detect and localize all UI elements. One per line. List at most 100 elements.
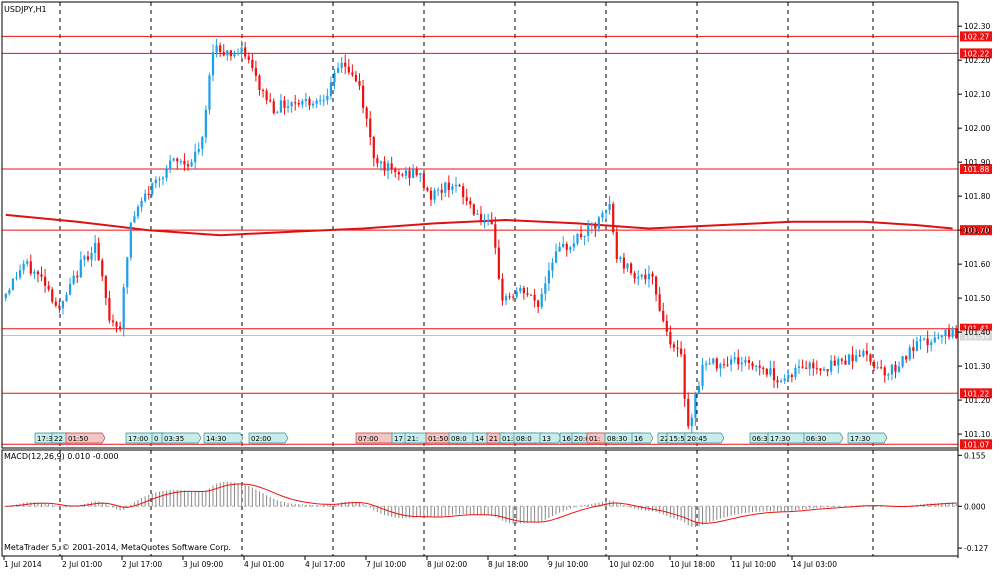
candle-body [540,293,543,307]
candle-body [258,75,261,91]
candle-body [122,287,125,329]
candle-body [333,72,336,83]
candle-body [855,355,858,362]
macd-tick-label: 0.000 [964,502,986,511]
candle-body [483,221,486,223]
candle-body [222,52,225,56]
candle-body [690,417,693,427]
candle-body [822,369,826,371]
candle-body [247,56,250,60]
candle-body [772,368,776,381]
candle-body [497,247,500,279]
candle-body [629,263,633,273]
candle-body [858,355,861,357]
candle-body [304,98,308,101]
candle-body [712,358,715,364]
candle-body [437,189,440,191]
candle-body [440,189,443,193]
candle-body [144,193,147,201]
candle-body [386,163,390,171]
candle-body [36,271,40,275]
event-marker-label: 14 [475,435,484,443]
event-marker-label: 16 [562,435,571,443]
candle-body [43,276,47,286]
macd-tick-label: -0.127 [964,544,988,553]
candle-body [322,100,325,102]
candle-body [922,338,926,340]
candle-body [422,173,425,188]
candle-body [626,263,629,269]
price-level-tag [960,225,992,236]
candle-body [126,257,129,288]
candle-body [219,45,222,53]
candle-body [276,112,279,114]
candle-body [68,283,72,295]
candle-body [894,364,897,372]
candle-body [740,362,743,365]
copyright-text: MetaTrader 5, © 2001-2014, MetaQuotes So… [4,543,231,552]
event-marker [65,432,106,444]
price-level-label: 102.22 [963,49,989,58]
candle-body [244,47,247,57]
candle-body [694,394,697,418]
event-marker-label: 20:45 [687,435,707,443]
candle-body [344,62,347,67]
price-tick-label: 101.60 [964,260,990,269]
candle-body [787,375,790,379]
candle-body [558,246,561,252]
event-marker-label: 17:00 [128,435,148,443]
axes: 102.30 102.20 102.10 102.00 101.90 101.80 101.… [1,1,990,569]
candle-body [826,369,829,372]
candle-body [129,222,132,258]
candle-body [951,328,954,337]
candle-body [215,45,218,53]
candle-body [361,85,365,108]
candle-body [937,337,940,339]
candle-body [233,54,236,57]
price-level-tag [960,48,992,59]
candle-body [176,158,179,162]
candle-body [955,328,958,339]
candle-body [683,354,686,399]
candle-body [204,109,207,138]
candle-body [147,193,150,195]
candle-body [108,298,111,321]
time-axis-label: 1 Jul 2014 [4,560,42,569]
candle-body [72,275,75,284]
candle-body [8,290,11,294]
price-tick-label: 102.10 [964,90,990,99]
event-marker [684,432,725,444]
candle-body [944,329,947,337]
event-marker-label: 22 [54,435,63,443]
candle-body [294,102,297,104]
time-axis-label: 8 Jul 02:00 [427,560,467,569]
moving-average [5,213,953,237]
event-marker [248,432,289,444]
candle-body [733,357,736,360]
candle-body [679,348,683,355]
candle-body [765,368,768,375]
candle-body [812,362,815,369]
candle-body [326,95,329,101]
current-price-tag [960,330,992,341]
candle-body [201,137,204,150]
candle-body [647,273,651,280]
candle-body [783,378,786,381]
price-level-label: 101.22 [963,389,989,398]
event-marker-label: 15:5 [669,435,685,443]
event-marker [803,432,844,444]
candle-body [33,271,36,274]
time-axis-label: 10 Jul 18:00 [670,560,715,569]
candle-body [837,359,840,366]
candle-body [111,320,115,323]
event-marker-label: 08:30 [607,435,627,443]
candlesticks [4,38,958,434]
price-tick-label: 101.40 [964,328,990,337]
candle-body [665,320,668,332]
candle-body [522,288,525,294]
candle-body [701,364,704,387]
candle-body [240,47,243,53]
candle-body [51,289,54,302]
